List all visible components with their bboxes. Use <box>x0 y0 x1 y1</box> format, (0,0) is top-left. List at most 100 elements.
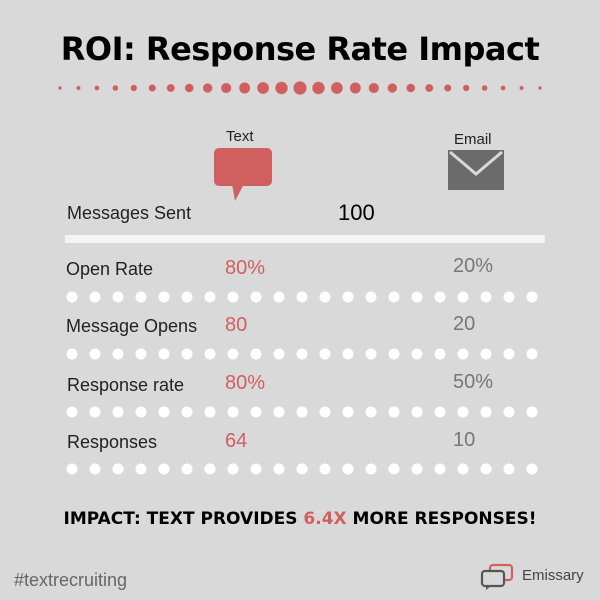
divider-dot <box>319 406 331 418</box>
title-dot <box>58 86 62 90</box>
envelope-icon <box>448 150 504 190</box>
email-value-open-rate: 20% <box>453 255 494 277</box>
text-value-message-opens: 80 <box>225 314 248 336</box>
title-dot <box>203 83 213 93</box>
messages-sent-label: Messages Sent <box>67 203 192 223</box>
page-title: ROI: Response Rate Impact <box>60 30 540 68</box>
title-dot <box>94 85 100 91</box>
impact-prefix: IMPACT: TEXT PROVIDES <box>63 509 304 529</box>
divider-dot <box>204 406 216 418</box>
speech-bubble-icon <box>214 148 272 201</box>
brand-name: Emissary <box>522 567 584 584</box>
title-dot <box>387 83 397 93</box>
title-dot <box>349 82 361 94</box>
divider-dot <box>388 291 400 303</box>
row-label-response-rate: Response rate <box>67 375 185 395</box>
divider-dot <box>319 291 331 303</box>
messages-sent-value: 100 <box>338 200 375 225</box>
title-dot <box>519 86 524 90</box>
divider-dot <box>66 406 78 418</box>
divider-dot <box>388 463 400 475</box>
divider-dot <box>89 291 101 303</box>
divider-dot <box>457 406 469 418</box>
divider-dot <box>388 406 400 418</box>
row-label-responses: Responses <box>67 432 158 452</box>
chat-bubbles-logo <box>480 563 514 590</box>
divider-dot <box>365 406 377 418</box>
title-dot <box>275 81 288 95</box>
divider-dot <box>66 348 78 360</box>
divider-dot <box>181 406 193 418</box>
divider-dot <box>342 463 354 475</box>
title-dot <box>184 83 194 93</box>
text-value-responses: 64 <box>225 430 248 452</box>
divider-dot <box>296 463 308 475</box>
divider-dot <box>388 348 400 360</box>
row-label-message-opens: Message Opens <box>66 316 198 336</box>
divider-dot <box>112 348 124 360</box>
divider-dot <box>342 291 354 303</box>
divider-dot <box>503 291 515 303</box>
divider-dot <box>319 463 331 475</box>
title-dot <box>293 81 307 95</box>
email-value-message-opens: 20 <box>453 313 476 335</box>
divider-dot <box>411 463 423 475</box>
title-dot <box>221 82 232 94</box>
divider-dot <box>204 463 216 475</box>
divider-dot <box>89 463 101 475</box>
title-dot <box>130 84 137 92</box>
divider-dot <box>273 406 285 418</box>
divider-dot <box>319 348 331 360</box>
divider-dot <box>135 406 147 418</box>
email-value-response-rate: 50% <box>453 371 494 393</box>
header-divider <box>65 235 545 243</box>
divider-dot <box>135 291 147 303</box>
row-dot-divider <box>66 463 538 475</box>
divider-dot <box>250 463 262 475</box>
divider-dot <box>526 406 538 418</box>
divider-dot <box>526 348 538 360</box>
divider-dot <box>434 406 446 418</box>
divider-dot <box>204 348 216 360</box>
impact-statement: IMPACT: TEXT PROVIDES 6.4X MORE RESPONSE… <box>0 509 600 529</box>
title-dot <box>331 82 343 94</box>
divider-dot <box>227 348 239 360</box>
divider-dot <box>112 291 124 303</box>
divider-dot <box>503 463 515 475</box>
divider-dot <box>480 348 492 360</box>
title-dot <box>312 81 325 95</box>
divider-dot <box>181 463 193 475</box>
divider-dot <box>365 463 377 475</box>
title-dot <box>444 84 452 92</box>
divider-dot <box>135 463 147 475</box>
title-dot <box>257 82 269 94</box>
divider-dot <box>181 291 193 303</box>
divider-dot <box>158 291 170 303</box>
divider-dot <box>204 291 216 303</box>
divider-dot <box>365 348 377 360</box>
column-label-text: Text <box>226 128 254 145</box>
title-dot <box>239 82 251 94</box>
title-dot <box>463 84 470 92</box>
title-dot <box>538 86 542 90</box>
divider-dot <box>457 348 469 360</box>
divider-dot <box>296 406 308 418</box>
divider-dot <box>158 348 170 360</box>
row-dot-divider <box>66 348 538 360</box>
divider-dot <box>227 406 239 418</box>
title-dot <box>425 84 434 92</box>
divider-dot <box>434 291 446 303</box>
divider-dot <box>457 463 469 475</box>
title-dot <box>500 85 506 91</box>
divider-dot <box>135 348 147 360</box>
title-dot <box>368 82 379 94</box>
title-dot <box>76 86 81 90</box>
divider-dot <box>227 463 239 475</box>
title-dot <box>406 83 416 93</box>
title-dot <box>481 85 488 91</box>
divider-dot <box>296 348 308 360</box>
divider-dot <box>158 463 170 475</box>
divider-dot <box>365 291 377 303</box>
divider-dot <box>181 348 193 360</box>
divider-dot <box>273 348 285 360</box>
